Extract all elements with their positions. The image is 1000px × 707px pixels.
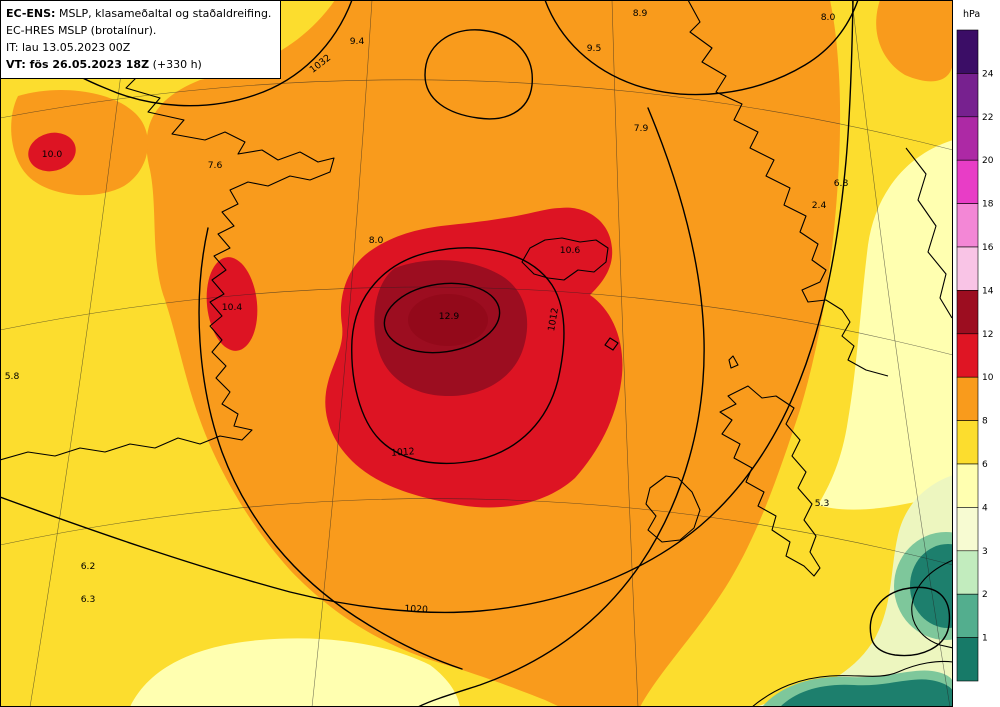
legend-swatch bbox=[957, 73, 978, 116]
weather-map-page: 8.9 8.0 9.4 9.5 7.9 10.0 7.6 6.8 2.4 8.0 10.6 10.4 1… bbox=[0, 0, 1000, 707]
legend-tick-label: 20 bbox=[982, 156, 994, 166]
legend-swatch bbox=[957, 377, 978, 420]
spread-value-label: 9.4 bbox=[350, 36, 365, 47]
legend-tick-label: 16 bbox=[982, 243, 994, 253]
colorbar-title: hPa bbox=[963, 9, 980, 20]
isobar-label: 1012 bbox=[391, 446, 415, 459]
legend-tick-label: 6 bbox=[982, 460, 988, 470]
legend-swatch bbox=[957, 204, 978, 247]
spread-value-label: 10.4 bbox=[222, 302, 243, 313]
legend-swatch bbox=[957, 638, 978, 681]
legend-swatch bbox=[957, 247, 978, 290]
spread-value-label: 6.3 bbox=[81, 594, 96, 605]
legend-swatch bbox=[957, 464, 978, 507]
info-line-hres: EC-HRES MSLP (brotalínur). bbox=[6, 22, 271, 39]
spread-value-label: 5.3 bbox=[815, 498, 830, 509]
spread-value-label: 8.0 bbox=[369, 235, 384, 246]
legend-tick-label: 8 bbox=[982, 417, 988, 427]
legend-swatch bbox=[957, 117, 978, 160]
valid-time: VT: fös 26.05.2023 18Z bbox=[6, 58, 149, 71]
info-line-model: EC-ENS: MSLP, klasameðaltal og staðaldre… bbox=[6, 5, 271, 22]
legend-swatch bbox=[957, 334, 978, 377]
legend-tick-label: 18 bbox=[982, 200, 994, 210]
spread-value-label: 7.9 bbox=[634, 123, 649, 134]
spread-value-label: 2.4 bbox=[812, 200, 827, 211]
isobar-label: 1020 bbox=[404, 603, 428, 615]
legend-tick-label: 10 bbox=[982, 373, 994, 383]
legend-swatch bbox=[957, 551, 978, 594]
colorbar: hPa 24 22 20 18 16 14 12 10 8 6 4 3 2 1 bbox=[953, 0, 1000, 707]
spread-value-label: 12.9 bbox=[439, 311, 460, 322]
info-line-init-time: IT: lau 13.05.2023 00Z bbox=[6, 39, 271, 56]
model-description: MSLP, klasameðaltal og staðaldreifing. bbox=[55, 7, 271, 20]
spread-value-label: 8.9 bbox=[633, 8, 648, 19]
info-line-valid-time: VT: fös 26.05.2023 18Z (+330 h) bbox=[6, 56, 271, 73]
legend-swatch bbox=[957, 507, 978, 550]
info-box: EC-ENS: MSLP, klasameðaltal og staðaldre… bbox=[0, 0, 281, 79]
legend-tick-label: 3 bbox=[982, 547, 988, 557]
spread-value-label: 7.6 bbox=[208, 160, 223, 171]
spread-value-label: 10.0 bbox=[42, 149, 63, 160]
spread-value-label: 9.5 bbox=[587, 43, 602, 54]
model-name: EC-ENS: bbox=[6, 7, 55, 20]
legend-swatch bbox=[957, 421, 978, 464]
spread-value-label: 6.2 bbox=[81, 561, 96, 572]
legend-swatch bbox=[957, 290, 978, 333]
legend-tick-label: 12 bbox=[982, 330, 993, 340]
legend-tick-label: 14 bbox=[982, 286, 994, 296]
legend-tick-label: 1 bbox=[982, 634, 988, 644]
legend-bands bbox=[957, 30, 978, 681]
map-canvas: 8.9 8.0 9.4 9.5 7.9 10.0 7.6 6.8 2.4 8.0 10.6 10.4 1… bbox=[0, 0, 998, 707]
legend-swatch bbox=[957, 30, 978, 73]
legend-swatch bbox=[957, 160, 978, 203]
spread-value-label: 10.6 bbox=[560, 245, 581, 256]
spread-value-label: 8.0 bbox=[821, 12, 836, 23]
legend-tick-label: 4 bbox=[982, 503, 988, 513]
legend-swatch bbox=[957, 594, 978, 637]
spread-value-label: 5.8 bbox=[5, 371, 20, 382]
lead-time: (+330 h) bbox=[149, 58, 202, 71]
legend-tick-label: 24 bbox=[982, 69, 994, 79]
legend-tick-label: 22 bbox=[982, 113, 993, 123]
legend-tick-label: 2 bbox=[982, 590, 988, 600]
spread-value-label: 6.8 bbox=[834, 178, 849, 189]
map-svg: 8.9 8.0 9.4 9.5 7.9 10.0 7.6 6.8 2.4 8.0 10.6 10.4 1… bbox=[0, 0, 1000, 707]
